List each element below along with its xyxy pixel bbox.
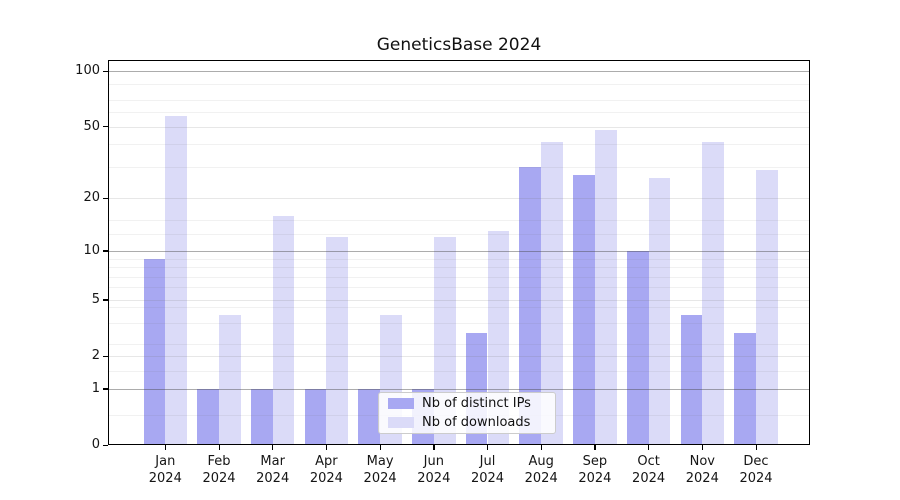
y-tick-label-50: 50	[83, 118, 100, 134]
bar-downloads-aug	[541, 142, 563, 445]
x-tick-mark-nov	[701, 445, 704, 450]
gridline-y-20	[108, 198, 810, 200]
y-tick-mark-2	[103, 355, 108, 357]
bar-ips-sep	[573, 175, 595, 445]
bar-downloads-apr	[326, 237, 349, 445]
gridline-y-15	[108, 220, 810, 222]
gridline-y-3.5	[108, 323, 810, 325]
x-tick-mark-oct	[648, 445, 650, 450]
y-tick-label-20: 20	[83, 190, 100, 206]
gridline-y-1	[108, 388, 810, 390]
y-tick-mark-0	[103, 444, 108, 446]
chart-title: GeneticsBase 2024	[376, 35, 542, 55]
y-tick-mark-50	[103, 126, 108, 128]
x-tick-label-jul: Jul 2024	[470, 454, 505, 486]
bar-downloads-mar	[272, 215, 295, 445]
gridline-y-9	[108, 258, 810, 260]
gridline-y-85	[108, 84, 810, 86]
bar-ips-oct	[626, 250, 649, 445]
x-tick-label-aug: Aug 2024	[524, 454, 558, 486]
y-tick-label-2: 2	[91, 348, 100, 364]
y-tick-mark-20	[103, 197, 108, 200]
x-tick-mark-may	[379, 445, 381, 450]
x-tick-mark-mar	[272, 445, 274, 450]
legend-item-downloads: Nb of downloads	[388, 415, 546, 431]
x-tick-label-mar: Mar 2024	[256, 454, 290, 486]
bar-downloads-oct	[648, 178, 671, 445]
legend-label-downloads: Nb of downloads	[422, 415, 531, 430]
legend-item-ips: Nb of distinct IPs	[388, 396, 546, 412]
legend-label-ips: Nb of distinct IPs	[422, 396, 531, 411]
x-tick-label-nov: Nov 2024	[685, 454, 719, 486]
x-tick-label-may: May 2024	[363, 454, 397, 486]
legend: Nb of distinct IPs Nb of downloads	[378, 392, 556, 434]
bar-ips-jan	[143, 258, 166, 445]
gridline-y-10	[108, 250, 810, 252]
bar-downloads-nov	[702, 142, 725, 445]
gridline-y-70	[108, 99, 810, 101]
y-tick-mark-5	[103, 299, 108, 301]
x-tick-label-jun: Jun 2024	[417, 454, 451, 486]
bar-downloads-jul	[487, 231, 510, 445]
x-tick-label-feb: Feb 2024	[202, 454, 236, 486]
gridline-y-40	[108, 144, 810, 146]
x-tick-mark-feb	[218, 445, 220, 450]
gridline-y-2	[108, 356, 810, 358]
x-tick-label-dec: Dec 2024	[739, 454, 773, 486]
x-tick-label-jan: Jan 2024	[148, 454, 182, 486]
gridline-y-7	[108, 276, 810, 278]
gridline-y-30	[108, 166, 810, 168]
x-tick-mark-dec	[755, 445, 757, 450]
gridline-y-6	[108, 287, 810, 289]
gridline-y-50	[108, 126, 810, 128]
bar-ips-feb	[197, 388, 219, 445]
gridline-y-4.5	[108, 306, 810, 308]
x-tick-mark-aug	[540, 445, 542, 450]
bar-downloads-jan	[165, 116, 188, 445]
gridline-y-5	[108, 299, 810, 301]
x-tick-label-oct: Oct 2024	[632, 454, 666, 486]
legend-swatch-ips	[388, 398, 414, 409]
x-tick-label-apr: Apr 2024	[309, 454, 343, 486]
legend-swatch-downloads	[388, 417, 414, 428]
gridline-y-1.5	[108, 370, 810, 372]
bar-downloads-sep	[594, 129, 617, 445]
bar-downloads-feb	[219, 314, 241, 445]
gridline-y-12.5	[108, 234, 810, 236]
x-tick-mark-jun	[433, 445, 435, 450]
x-tick-mark-apr	[325, 445, 328, 450]
bar-ips-dec	[734, 332, 756, 445]
bar-ips-aug	[519, 166, 542, 445]
y-tick-label-0: 0	[91, 437, 100, 452]
x-tick-mark-jan	[164, 445, 167, 450]
y-tick-label-10: 10	[83, 242, 100, 258]
bar-ips-mar	[250, 388, 273, 445]
x-tick-mark-jul	[487, 445, 489, 450]
bar-ips-may	[358, 388, 381, 445]
y-tick-label-100: 100	[75, 63, 100, 79]
bar-ips-apr	[304, 388, 327, 445]
gridline-y-2.5	[108, 343, 810, 345]
y-tick-mark-10	[103, 250, 108, 252]
y-tick-mark-1	[103, 388, 108, 390]
bar-ips-nov	[680, 314, 703, 445]
gridline-y-60	[108, 112, 810, 114]
x-tick-label-sep: Sep 2024	[578, 454, 612, 486]
y-tick-mark-100	[103, 70, 108, 72]
gridline-y-8	[108, 267, 810, 269]
bar-downloads-dec	[756, 169, 778, 445]
y-tick-label-1: 1	[91, 380, 100, 396]
y-tick-label-5: 5	[91, 291, 100, 307]
gridline-y-100	[108, 71, 810, 73]
x-tick-mark-sep	[594, 445, 596, 450]
